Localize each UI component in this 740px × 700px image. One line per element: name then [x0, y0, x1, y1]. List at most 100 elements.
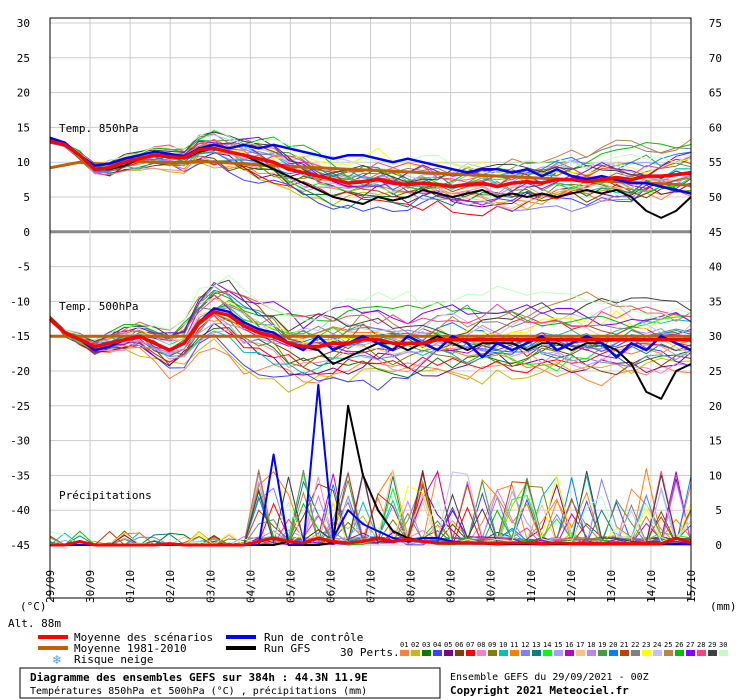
perturbation-legend-swatch	[708, 650, 717, 656]
y-tick-left: -20	[10, 365, 30, 378]
perturbation-legend-label: 14	[543, 641, 551, 649]
y-tick-left: -25	[10, 400, 30, 413]
perturbation-legend-swatch	[510, 650, 519, 656]
x-tick: 01/10	[124, 570, 137, 603]
perturbation-legend-swatch	[532, 650, 541, 656]
perturbation-legend-swatch	[609, 650, 618, 656]
perturbation-legend-label: 29	[708, 641, 716, 649]
t500-mean-line	[48, 310, 691, 352]
y-tick-right: 45	[709, 226, 722, 239]
perturbation-legend-swatch	[455, 650, 464, 656]
y-tick-right: 15	[709, 435, 722, 448]
t500-perturbation-line	[49, 314, 692, 375]
perturbation-legend-label: 23	[642, 641, 650, 649]
legend-mean: Moyenne des scénarios	[74, 631, 213, 644]
y-tick-left: -30	[10, 435, 30, 448]
perturbation-legend-label: 21	[620, 641, 628, 649]
perturbation-legend-swatch	[620, 650, 629, 656]
y-tick-left: -5	[17, 261, 30, 274]
perturbation-legend-label: 25	[664, 641, 672, 649]
perturbation-legend-swatch	[499, 650, 508, 656]
y-tick-left: 15	[17, 121, 30, 134]
y-tick-right: 50	[709, 191, 722, 204]
panel-label-t850: Temp. 850hPa	[59, 122, 138, 135]
perturbation-legend: 01 02 03 04 05 06 07 08 09 10 11 12 13 14 15 16 17 18 19 20…	[400, 641, 728, 656]
y-tick-right: 30	[709, 330, 722, 343]
t850-mean-line	[49, 139, 692, 189]
perturbation-legend-swatch	[554, 650, 563, 656]
y-axis-left: 30 25 20 15 10 5 0 -5 -10 -15 -20 -25 -30 -35 -40 -45	[10, 17, 30, 552]
y-tick-right: 60	[709, 121, 722, 134]
y-tick-right: 40	[709, 261, 722, 274]
perturbation-legend-swatch	[400, 650, 409, 656]
perturbation-legend-swatch	[477, 650, 486, 656]
y-tick-right: 25	[709, 365, 722, 378]
perturbation-legend-label: 17	[576, 641, 584, 649]
y-tick-left: 5	[23, 191, 30, 204]
y-tick-right: 70	[709, 52, 722, 65]
x-tick: 08/10	[405, 570, 418, 603]
t850-perturbation-line	[49, 141, 692, 203]
precip-mean-line	[50, 536, 692, 547]
legend-snow: Risque neige	[74, 653, 153, 666]
perturbation-legend-swatch	[686, 650, 695, 656]
perturbation-legend-label: 02	[411, 641, 419, 649]
perturbation-legend-label: 12	[521, 641, 529, 649]
x-tick: 10/10	[485, 570, 498, 603]
t850-perturbation-line	[49, 139, 692, 191]
y-tick-left: 20	[17, 87, 30, 100]
legend-control: Run de contrôle	[264, 631, 363, 644]
perturbation-legend-label: 16	[565, 641, 573, 649]
perturbation-legend-label: 18	[587, 641, 595, 649]
t850-perturbation-line	[49, 139, 692, 183]
y-tick-right: 10	[709, 469, 722, 482]
perturbation-legend-label: 07	[466, 641, 474, 649]
x-tick: 13/10	[605, 570, 618, 603]
t500-perturbation-line	[49, 319, 692, 387]
perturbation-legend-swatch	[565, 650, 574, 656]
x-tick: 06/10	[324, 570, 337, 603]
y-tick-left: 10	[17, 156, 30, 169]
perturbation-legend-label: 05	[444, 641, 452, 649]
perturbation-legend-label: 10	[499, 641, 507, 649]
x-tick: 04/10	[244, 570, 257, 603]
chart-subtitle: Températures 850hPa et 500hPa (°C) , pré…	[30, 685, 367, 697]
perturbation-legend-swatch	[466, 650, 475, 656]
perturbation-legend-swatch	[488, 650, 497, 656]
perturbation-legend-swatch	[433, 650, 442, 656]
x-tick: 05/10	[284, 570, 297, 603]
perturbation-legend-swatch	[521, 650, 530, 656]
perturbation-legend-swatch	[675, 650, 684, 656]
y-tick-left: 30	[17, 17, 30, 30]
t500-perturbation-line	[49, 318, 692, 366]
legend-clim: Moyenne 1981-2010	[74, 642, 187, 655]
perturbation-legend-swatch	[422, 650, 431, 656]
perturbation-legend-label: 20	[609, 641, 617, 649]
snowflake-icon: ❄	[52, 653, 62, 667]
t500-perturbation-line	[49, 279, 692, 343]
perturbation-legend-label: 19	[598, 641, 606, 649]
perturbation-legend-label: 11	[510, 641, 518, 649]
perturbation-legend-swatch	[587, 650, 596, 656]
legend: Moyenne des scénarios Moyenne 1981-2010 …	[38, 631, 728, 667]
perturbation-legend-label: 13	[532, 641, 540, 649]
perturbation-legend-swatch	[664, 650, 673, 656]
x-tick: 03/10	[204, 570, 217, 603]
x-axis: 29/09 30/09 01/10 02/10 03/10 04/10 05/10 06/10…	[44, 570, 698, 603]
perturbation-legend-swatch	[598, 650, 607, 656]
y-tick-right: 20	[709, 400, 722, 413]
perturbation-legend-label: 30	[719, 641, 727, 649]
y-tick-left: -15	[10, 330, 30, 343]
y-tick-left: -10	[10, 295, 30, 308]
y-tick-right: 75	[709, 17, 722, 30]
perturbation-legend-label: 27	[686, 641, 694, 649]
x-tick: 12/10	[565, 570, 578, 603]
t500-perturbation-line	[49, 290, 692, 344]
y-tick-right: 65	[709, 87, 722, 100]
t500-perturbation-line	[49, 291, 692, 342]
y-tick-right: 5	[715, 504, 722, 517]
t850-perturbation-line	[49, 128, 692, 177]
panel-label-t500: Temp. 500hPa	[59, 300, 138, 313]
copyright: Copyright 2021 Meteociel.fr	[450, 684, 629, 697]
